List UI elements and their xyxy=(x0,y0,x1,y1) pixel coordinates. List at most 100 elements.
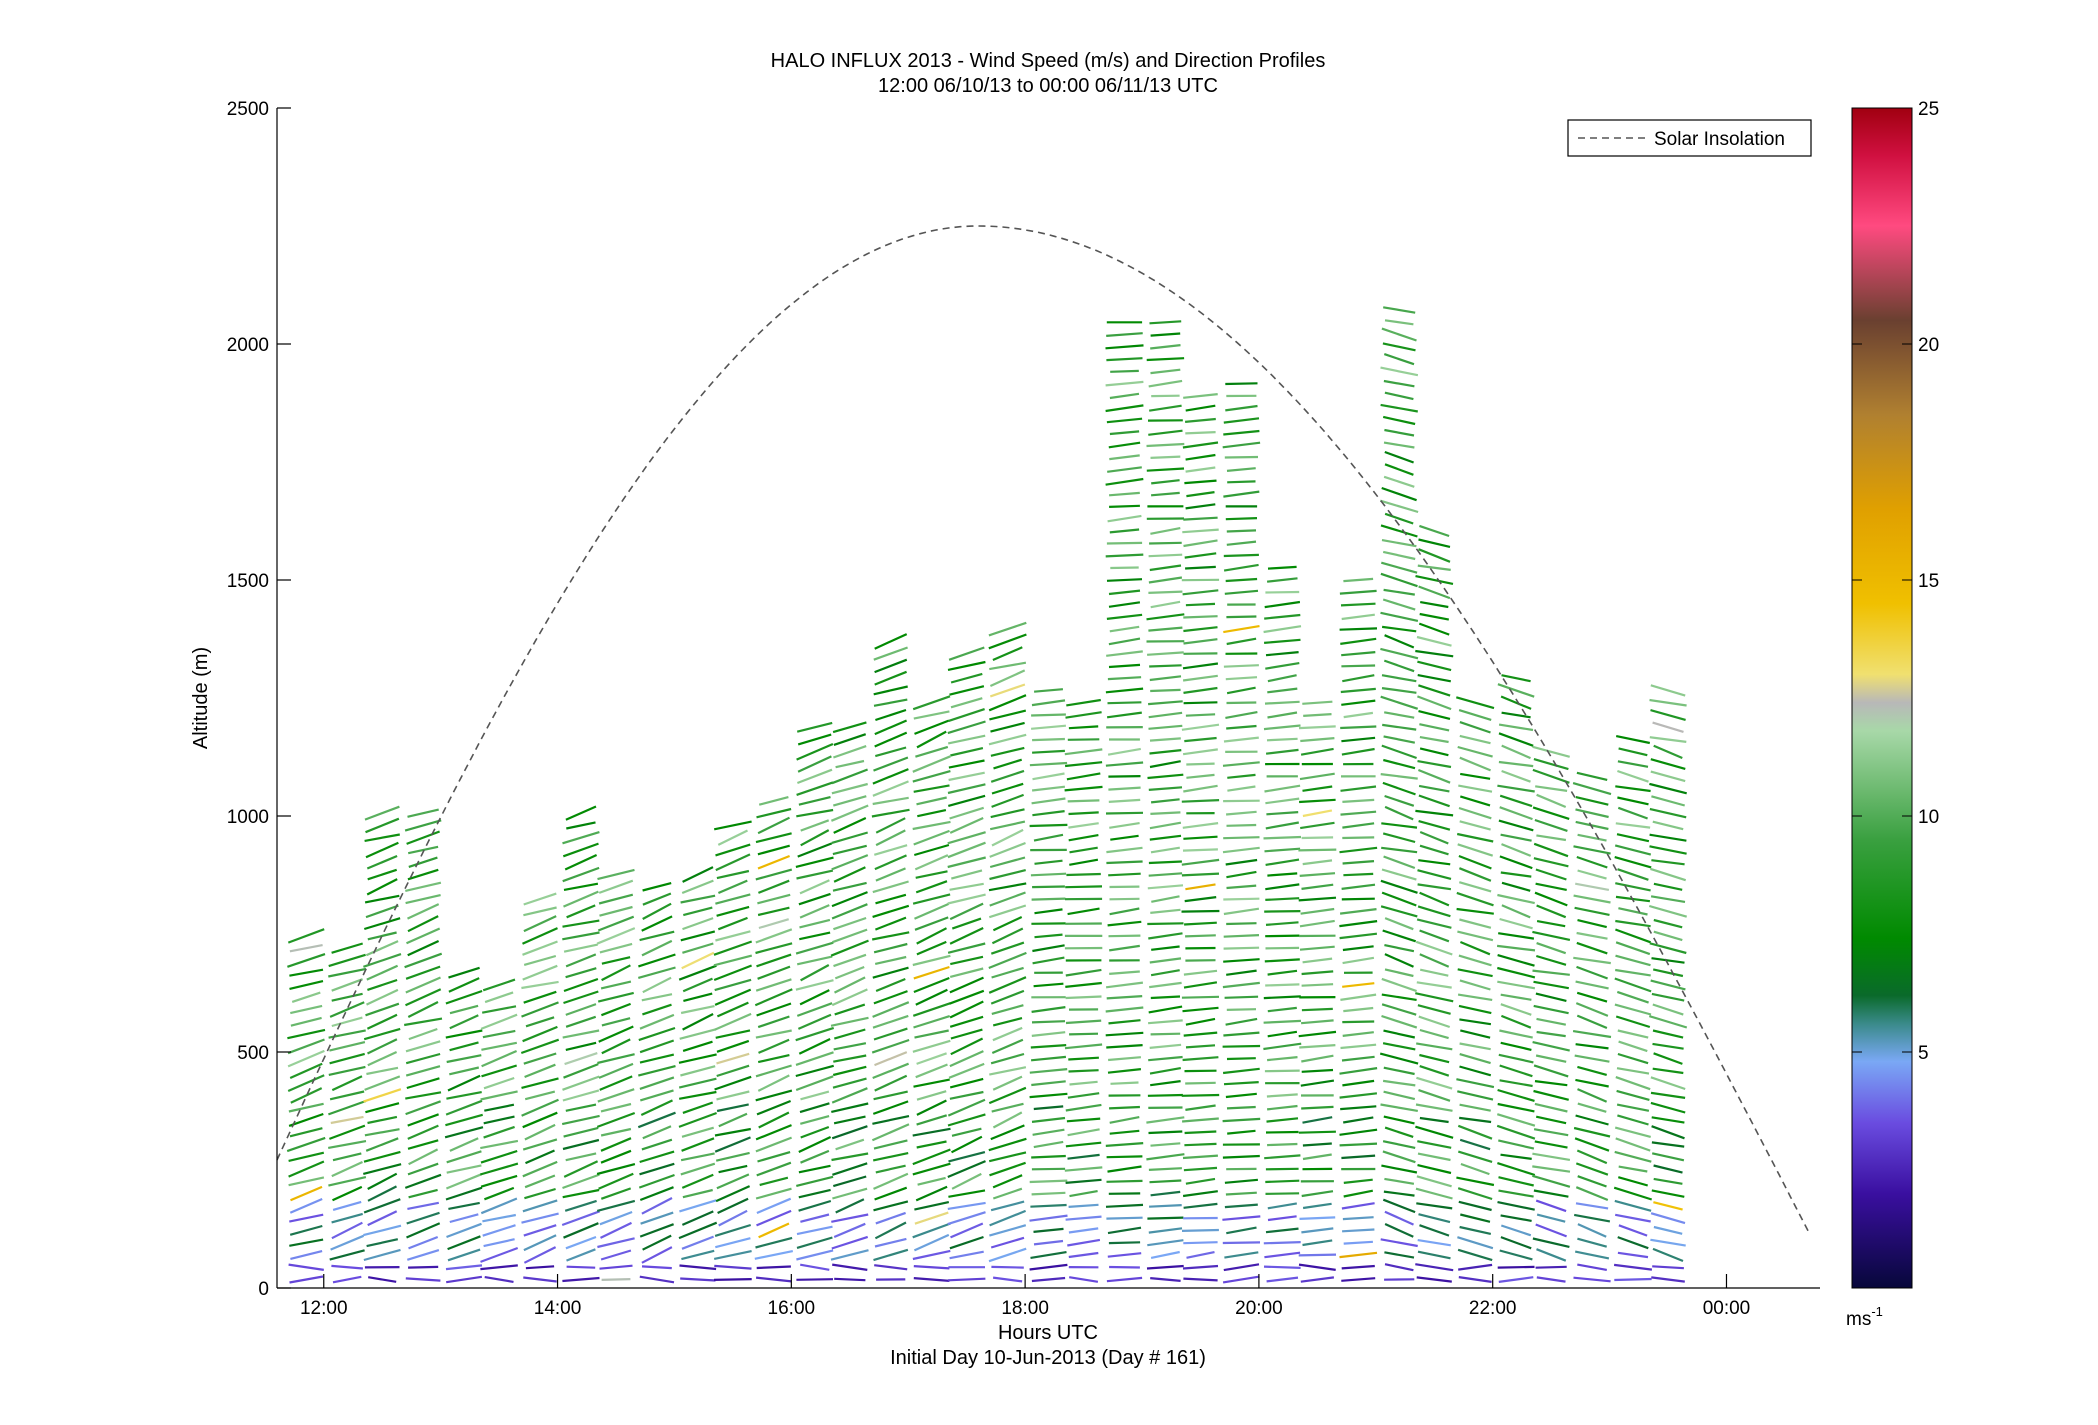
wind-vector xyxy=(1031,897,1066,901)
wind-vector xyxy=(1575,796,1609,806)
wind-vector xyxy=(755,868,793,881)
wind-vector xyxy=(1147,922,1184,926)
wind-vector xyxy=(642,976,672,994)
wind-vector xyxy=(1183,784,1218,793)
wind-vector xyxy=(1105,553,1144,558)
wind-vector xyxy=(449,1004,479,1015)
wind-vector xyxy=(1497,1201,1535,1211)
wind-vector xyxy=(991,1038,1024,1055)
wind-vector xyxy=(1340,1105,1377,1111)
wind-vector xyxy=(871,931,910,941)
wind-vector xyxy=(1415,575,1454,585)
wind-vector xyxy=(1577,1263,1607,1271)
wind-vector xyxy=(1342,1216,1374,1221)
wind-vector xyxy=(1148,626,1183,632)
wind-vector xyxy=(1067,738,1100,741)
wind-vector xyxy=(1065,1141,1102,1148)
wind-vector xyxy=(1496,1113,1536,1127)
wind-vector xyxy=(1577,1223,1607,1238)
wind-vector xyxy=(990,808,1025,819)
wind-vector xyxy=(1342,798,1375,803)
wind-vector xyxy=(1380,695,1419,710)
wind-vector xyxy=(287,1038,325,1055)
wind-vector xyxy=(1415,809,1454,817)
wind-vector xyxy=(1032,1128,1065,1136)
wind-vector xyxy=(1652,1042,1684,1050)
wind-vector xyxy=(1109,454,1140,461)
wind-vector xyxy=(1384,1126,1414,1138)
wind-vector xyxy=(835,1138,865,1151)
wind-vector xyxy=(331,1075,363,1092)
wind-vector xyxy=(1457,1124,1493,1140)
wind-vector xyxy=(1225,382,1258,386)
wind-vector xyxy=(1182,1264,1219,1270)
wind-vector xyxy=(1416,918,1452,929)
wind-vector xyxy=(873,698,908,707)
wind-vector xyxy=(1651,957,1685,964)
wind-vector xyxy=(797,842,833,858)
wind-vector xyxy=(1224,1251,1259,1259)
wind-vector xyxy=(641,993,673,1002)
wind-vector xyxy=(799,904,830,919)
wind-vector xyxy=(639,1162,675,1176)
wind-vector xyxy=(365,817,400,834)
wind-vector xyxy=(1532,1041,1570,1052)
wind-vector xyxy=(1501,711,1531,719)
wind-vector xyxy=(872,904,910,918)
wind-vector xyxy=(1458,1004,1492,1015)
wind-vector xyxy=(639,1186,674,1202)
wind-vector xyxy=(912,1249,951,1261)
wind-vector xyxy=(480,1139,519,1150)
wind-vector xyxy=(1266,1056,1298,1062)
wind-vector xyxy=(1615,1137,1651,1152)
wind-vector xyxy=(1302,859,1333,866)
wind-vector xyxy=(1343,1178,1373,1184)
wind-vector xyxy=(716,1173,750,1190)
wind-vector xyxy=(364,805,400,821)
wind-vector xyxy=(1419,1053,1450,1064)
wind-vector xyxy=(1183,686,1218,694)
wind-vector xyxy=(1030,1055,1067,1062)
wind-vector xyxy=(1416,1076,1453,1090)
wind-vector xyxy=(800,964,830,982)
wind-vector xyxy=(1381,846,1418,854)
wind-vector xyxy=(1572,782,1612,796)
wind-vector xyxy=(990,721,1025,733)
wind-vector xyxy=(991,793,1024,808)
wind-vector xyxy=(833,1028,866,1040)
wind-vector xyxy=(562,1089,600,1102)
wind-vector xyxy=(1497,1088,1535,1102)
wind-vector xyxy=(1031,1191,1066,1196)
wind-vector xyxy=(601,964,631,982)
wind-vector xyxy=(1381,674,1417,683)
wind-vector xyxy=(798,1188,831,1199)
wind-vector xyxy=(1417,660,1452,672)
wind-vector xyxy=(1064,1166,1103,1172)
wind-vector xyxy=(1150,600,1181,609)
wind-vector xyxy=(1497,893,1535,905)
wind-vector xyxy=(1339,589,1377,595)
chart-subtitle: 12:00 06/10/13 to 00:00 06/11/13 UTC xyxy=(878,75,1218,97)
wind-vector xyxy=(1105,981,1144,989)
wind-vector xyxy=(1265,1130,1299,1134)
wind-vector xyxy=(1222,1117,1261,1123)
wind-vector xyxy=(1339,1142,1378,1147)
wind-vector xyxy=(1267,687,1298,694)
wind-vector xyxy=(1339,1128,1378,1136)
wind-vector xyxy=(1651,1152,1685,1162)
wind-vector xyxy=(913,1015,951,1029)
wind-vector xyxy=(637,1111,676,1129)
wind-vector xyxy=(717,916,748,931)
wind-vector xyxy=(758,918,790,930)
wind-vector xyxy=(1226,701,1257,705)
y-tick-label: 0 xyxy=(258,1279,269,1300)
wind-vector xyxy=(1265,858,1300,866)
wind-vector xyxy=(831,1087,868,1104)
wind-vector xyxy=(1614,1213,1651,1223)
wind-vector xyxy=(1298,725,1336,730)
wind-vector xyxy=(754,1250,794,1260)
wind-vector xyxy=(1616,1103,1650,1112)
wind-vector xyxy=(1532,1165,1571,1173)
wind-vector xyxy=(948,646,985,661)
wind-vector xyxy=(641,1138,673,1151)
